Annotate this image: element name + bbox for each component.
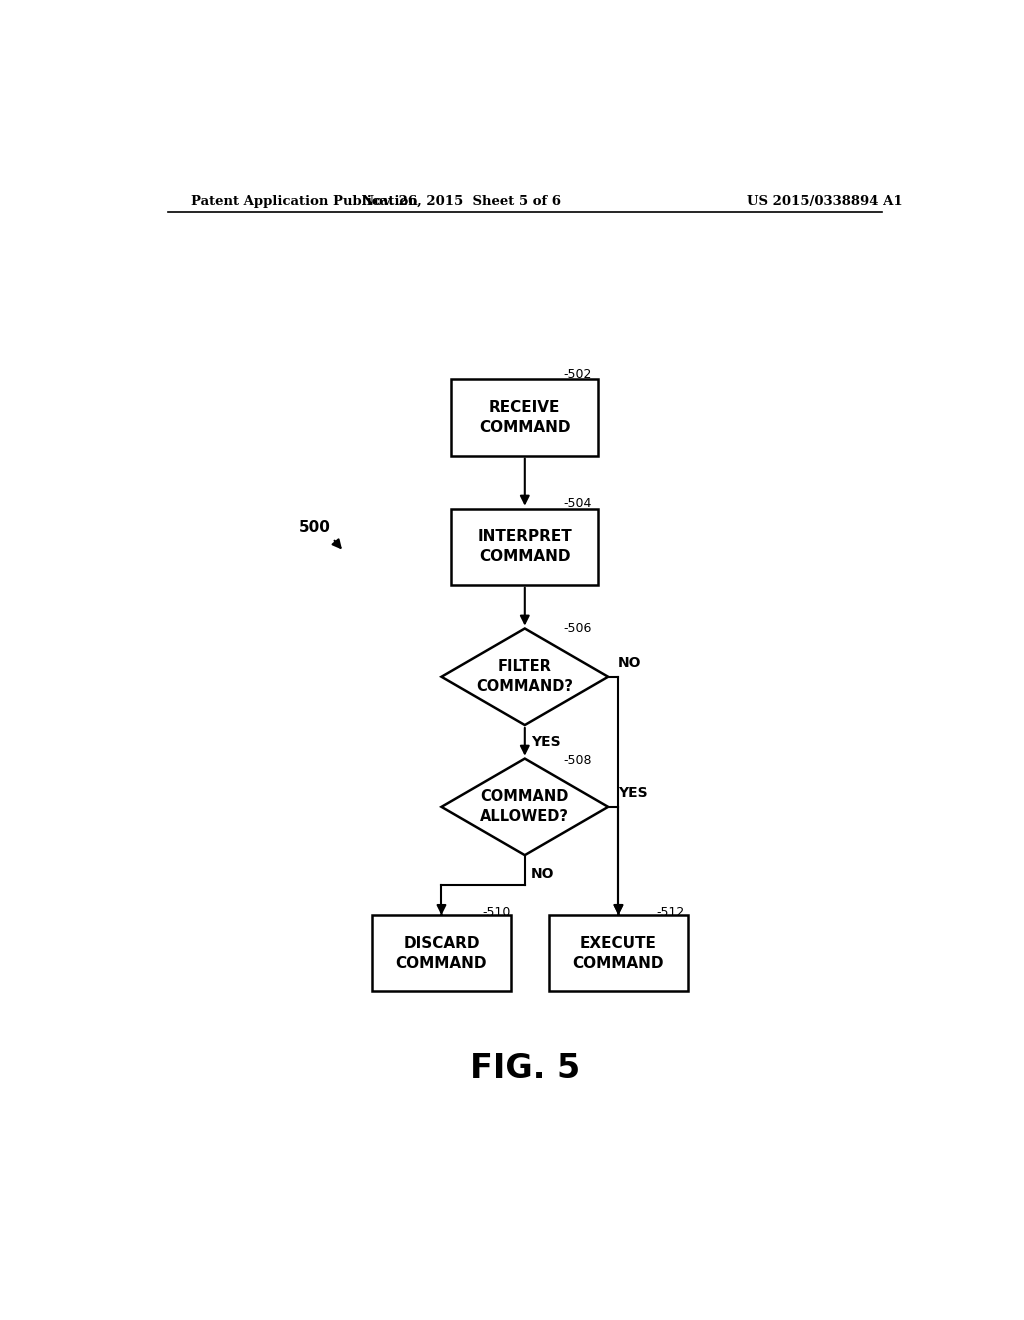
Polygon shape: [441, 759, 608, 855]
Text: FIG. 5: FIG. 5: [470, 1052, 580, 1085]
Text: 500: 500: [299, 520, 331, 535]
Text: NO: NO: [531, 867, 555, 882]
Text: INTERPRET
COMMAND: INTERPRET COMMAND: [477, 529, 572, 564]
Text: -502: -502: [563, 368, 591, 381]
Bar: [549, 915, 688, 991]
Bar: [372, 915, 511, 991]
Text: DISCARD
COMMAND: DISCARD COMMAND: [395, 936, 487, 970]
Text: US 2015/0338894 A1: US 2015/0338894 A1: [748, 194, 902, 207]
Text: -506: -506: [563, 623, 591, 635]
Text: -504: -504: [563, 498, 591, 511]
Text: NO: NO: [617, 656, 641, 669]
Text: -510: -510: [482, 906, 510, 919]
Text: -508: -508: [563, 754, 592, 767]
Bar: [452, 508, 598, 585]
Bar: [452, 379, 598, 455]
Text: -512: -512: [656, 906, 685, 919]
Text: Nov. 26, 2015  Sheet 5 of 6: Nov. 26, 2015 Sheet 5 of 6: [361, 194, 561, 207]
Text: COMMAND
ALLOWED?: COMMAND ALLOWED?: [480, 789, 569, 824]
Text: Patent Application Publication: Patent Application Publication: [191, 194, 418, 207]
Text: YES: YES: [531, 735, 561, 748]
Text: EXECUTE
COMMAND: EXECUTE COMMAND: [572, 936, 665, 970]
Text: RECEIVE
COMMAND: RECEIVE COMMAND: [479, 400, 570, 436]
Text: YES: YES: [617, 785, 647, 800]
Text: FILTER
COMMAND?: FILTER COMMAND?: [476, 660, 573, 694]
Polygon shape: [441, 628, 608, 725]
